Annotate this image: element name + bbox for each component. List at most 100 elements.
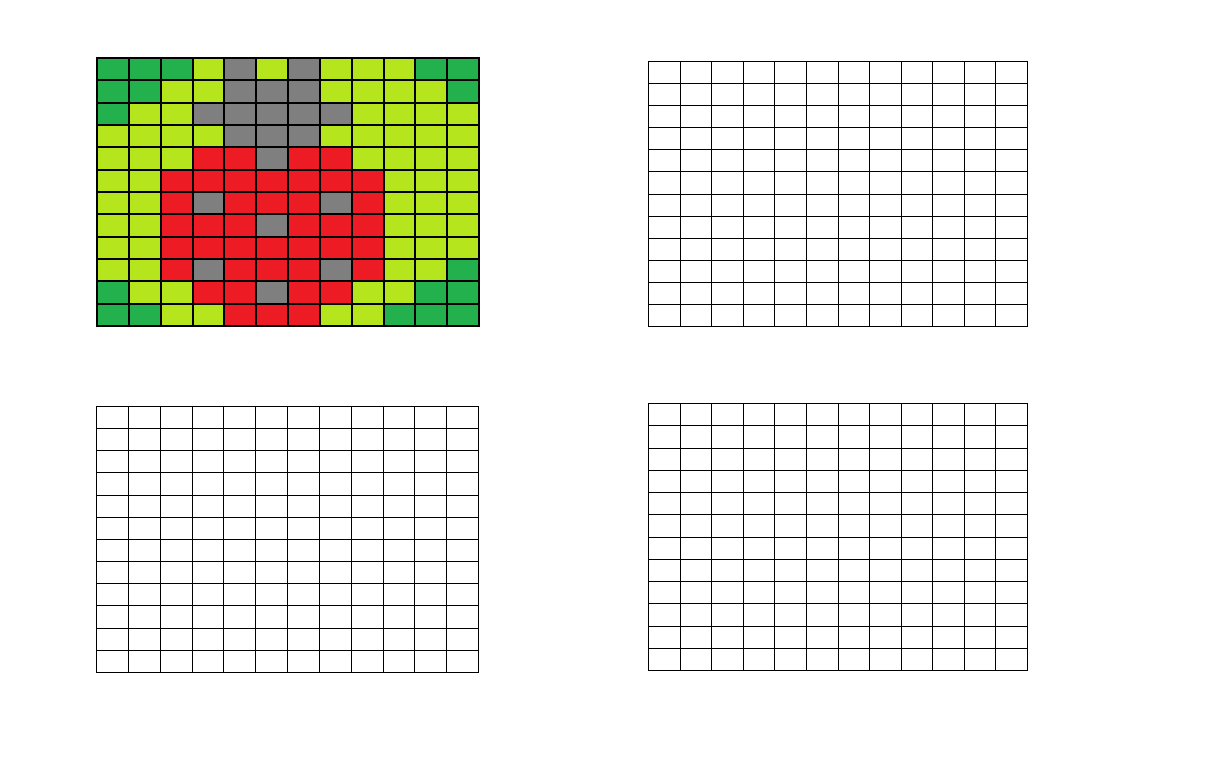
blank-cell[interactable]	[775, 282, 807, 305]
blank-cell[interactable]	[775, 84, 807, 107]
blank-cell[interactable]	[415, 407, 448, 430]
blank-cell[interactable]	[870, 448, 902, 471]
blank-cell[interactable]	[743, 648, 776, 671]
blank-cell[interactable]	[743, 559, 776, 582]
blank-cell[interactable]	[712, 216, 744, 239]
blank-cell[interactable]	[192, 606, 225, 629]
blank-cell[interactable]	[964, 426, 997, 449]
blank-cell[interactable]	[383, 407, 416, 430]
blank-cell[interactable]	[712, 404, 744, 427]
blank-cell[interactable]	[160, 429, 193, 452]
blank-cell[interactable]	[964, 448, 997, 471]
blank-cell[interactable]	[933, 282, 965, 305]
blank-cell[interactable]	[649, 404, 681, 427]
blank-cell[interactable]	[351, 429, 384, 452]
blank-cell[interactable]	[415, 429, 448, 452]
blank-cell[interactable]	[901, 282, 934, 305]
blank-cell[interactable]	[288, 429, 320, 452]
blank-cell[interactable]	[256, 407, 288, 430]
blank-cell[interactable]	[996, 515, 1028, 538]
blank-cell[interactable]	[743, 404, 776, 427]
blank-cell[interactable]	[901, 194, 934, 217]
blank-cell[interactable]	[288, 473, 320, 496]
blank-cell[interactable]	[996, 626, 1028, 649]
blank-cell[interactable]	[743, 128, 776, 151]
blank-cell[interactable]	[319, 495, 352, 518]
blank-cell[interactable]	[743, 537, 776, 560]
blank-cell[interactable]	[160, 539, 193, 563]
blank-cell[interactable]	[712, 515, 744, 538]
blank-cell[interactable]	[838, 194, 871, 217]
blank-cell[interactable]	[743, 216, 776, 239]
blank-cell[interactable]	[383, 473, 416, 496]
blank-cell[interactable]	[838, 648, 871, 671]
blank-cell[interactable]	[996, 604, 1028, 627]
blank-cell[interactable]	[680, 537, 713, 560]
blank-cell[interactable]	[806, 470, 839, 493]
blank-cell[interactable]	[712, 194, 744, 217]
blank-cell[interactable]	[680, 626, 713, 649]
blank-cell[interactable]	[680, 515, 713, 538]
blank-cell[interactable]	[838, 216, 871, 239]
blank-cell[interactable]	[680, 582, 713, 605]
blank-cell[interactable]	[743, 106, 776, 129]
blank-cell[interactable]	[901, 106, 934, 129]
blank-cell[interactable]	[775, 426, 807, 449]
blank-cell[interactable]	[838, 260, 871, 283]
blank-cell[interactable]	[680, 150, 713, 173]
blank-cell[interactable]	[649, 194, 681, 217]
blank-cell[interactable]	[743, 172, 776, 195]
blank-cell[interactable]	[870, 128, 902, 151]
blank-cell[interactable]	[743, 626, 776, 649]
blank-cell[interactable]	[743, 515, 776, 538]
blank-cell[interactable]	[680, 62, 713, 85]
blank-cell[interactable]	[838, 493, 871, 516]
blank-cell[interactable]	[838, 84, 871, 107]
blank-cell[interactable]	[319, 517, 352, 540]
blank-cell[interactable]	[256, 473, 288, 496]
blank-cell[interactable]	[649, 448, 681, 471]
blank-cell[interactable]	[870, 106, 902, 129]
blank-cell[interactable]	[224, 407, 257, 430]
blank-cell[interactable]	[649, 62, 681, 85]
blank-cell[interactable]	[838, 172, 871, 195]
blank-cell[interactable]	[712, 448, 744, 471]
blank-cell[interactable]	[351, 407, 384, 430]
blank-cell[interactable]	[996, 84, 1028, 107]
blank-cell[interactable]	[128, 562, 161, 585]
blank-cell[interactable]	[192, 473, 225, 496]
blank-cell[interactable]	[256, 584, 288, 607]
blank-cell[interactable]	[319, 429, 352, 452]
blank-cell[interactable]	[775, 559, 807, 582]
blank-cell[interactable]	[996, 448, 1028, 471]
blank-cell[interactable]	[996, 559, 1028, 582]
blank-cell[interactable]	[680, 194, 713, 217]
blank-cell[interactable]	[680, 128, 713, 151]
blank-cell[interactable]	[128, 473, 161, 496]
blank-cell[interactable]	[128, 495, 161, 518]
blank-cell[interactable]	[870, 626, 902, 649]
blank-cell[interactable]	[224, 473, 257, 496]
blank-cell[interactable]	[447, 495, 479, 518]
blank-cell[interactable]	[160, 473, 193, 496]
blank-cell[interactable]	[775, 470, 807, 493]
blank-cell[interactable]	[933, 470, 965, 493]
blank-cell[interactable]	[383, 495, 416, 518]
blank-cell[interactable]	[743, 194, 776, 217]
blank-cell[interactable]	[806, 493, 839, 516]
blank-cell[interactable]	[901, 426, 934, 449]
blank-cell[interactable]	[964, 84, 997, 107]
blank-cell[interactable]	[288, 628, 320, 651]
blank-cell[interactable]	[775, 448, 807, 471]
blank-cell[interactable]	[806, 194, 839, 217]
blank-cell[interactable]	[838, 238, 871, 261]
blank-cell[interactable]	[415, 473, 448, 496]
blank-cell[interactable]	[901, 470, 934, 493]
blank-cell[interactable]	[901, 626, 934, 649]
blank-cell[interactable]	[160, 407, 193, 430]
blank-cell[interactable]	[964, 582, 997, 605]
blank-cell[interactable]	[775, 150, 807, 173]
blank-cell[interactable]	[964, 648, 997, 671]
blank-cell[interactable]	[806, 582, 839, 605]
blank-cell[interactable]	[964, 604, 997, 627]
